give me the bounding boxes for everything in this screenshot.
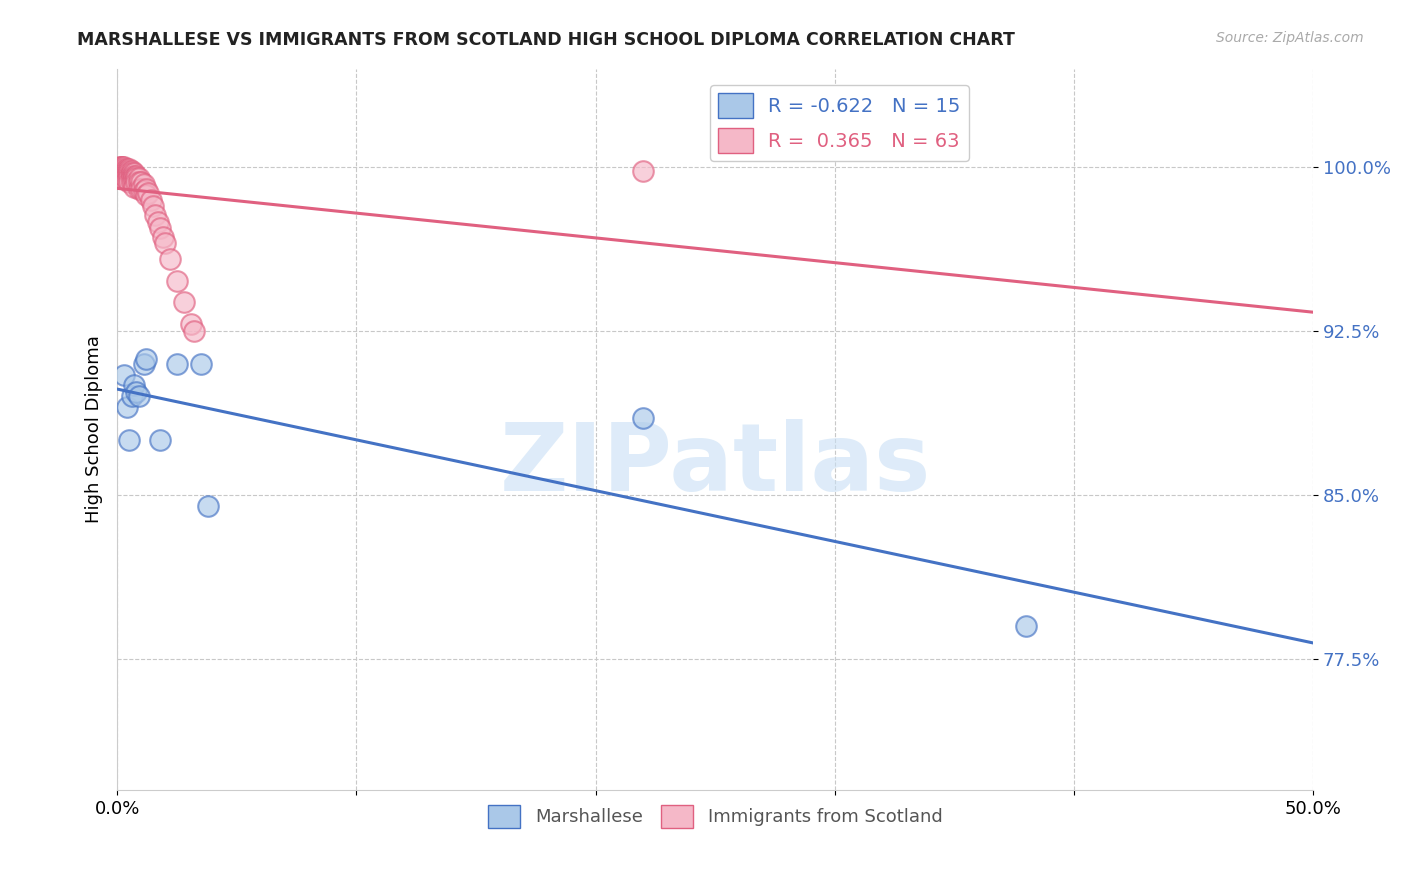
Point: [122, 170, 145, 185]
Point: [115, 169, 138, 183]
Point: [122, 175, 145, 189]
Point: [190, 357, 212, 371]
Point: [183, 324, 205, 338]
Text: ZIPatlas: ZIPatlas: [499, 419, 931, 511]
Point: [166, 357, 188, 371]
Point: [159, 252, 181, 266]
Text: Source: ZipAtlas.com: Source: ZipAtlas.com: [1216, 31, 1364, 45]
Point: [121, 166, 143, 180]
Point: [112, 368, 135, 382]
Point: [118, 175, 141, 189]
Point: [108, 160, 131, 174]
Point: [112, 162, 135, 177]
Point: [135, 352, 157, 367]
Point: [125, 175, 148, 189]
Point: [118, 170, 141, 185]
Point: [111, 164, 134, 178]
Point: [129, 182, 152, 196]
Point: [129, 175, 152, 189]
Point: [128, 389, 150, 403]
Point: [108, 169, 131, 183]
Point: [128, 170, 150, 185]
Point: [115, 162, 138, 177]
Point: [135, 182, 157, 196]
Point: [132, 184, 155, 198]
Point: [118, 169, 141, 183]
Point: [121, 169, 143, 183]
Point: [153, 236, 176, 251]
Point: [111, 166, 134, 180]
Point: [115, 164, 138, 178]
Point: [145, 208, 167, 222]
Point: [122, 378, 145, 392]
Point: [128, 175, 150, 189]
Point: [118, 433, 141, 447]
Point: [149, 433, 172, 447]
Point: [111, 160, 134, 174]
Y-axis label: High School Diploma: High School Diploma: [86, 335, 103, 523]
Point: [125, 169, 148, 183]
Point: [121, 175, 143, 189]
Text: MARSHALLESE VS IMMIGRANTS FROM SCOTLAND HIGH SCHOOL DIPLOMA CORRELATION CHART: MARSHALLESE VS IMMIGRANTS FROM SCOTLAND …: [77, 31, 1015, 49]
Point: [121, 389, 143, 403]
Point: [115, 173, 138, 187]
Point: [136, 186, 159, 201]
Point: [197, 499, 219, 513]
Point: [122, 179, 145, 194]
Point: [115, 401, 138, 415]
Point: [633, 164, 655, 178]
Point: [111, 162, 134, 177]
Point: [111, 170, 134, 185]
Point: [135, 188, 157, 202]
Point: [142, 199, 165, 213]
Point: [166, 274, 188, 288]
Point: [112, 160, 135, 174]
Point: [108, 162, 131, 177]
Point: [112, 164, 135, 178]
Point: [112, 169, 135, 183]
Legend: Marshallese, Immigrants from Scotland: Marshallese, Immigrants from Scotland: [481, 797, 949, 835]
Point: [125, 170, 148, 185]
Point: [108, 160, 131, 174]
Point: [118, 162, 141, 177]
Point: [173, 295, 195, 310]
Point: [121, 164, 143, 178]
Point: [122, 169, 145, 183]
Point: [125, 385, 148, 400]
Point: [139, 193, 162, 207]
Point: [128, 182, 150, 196]
Point: [115, 166, 138, 180]
Point: [118, 166, 141, 180]
Point: [149, 221, 172, 235]
Point: [1015, 619, 1038, 633]
Point: [122, 166, 145, 180]
Point: [121, 170, 143, 185]
Point: [111, 160, 134, 174]
Point: [146, 214, 169, 228]
Point: [633, 411, 655, 425]
Point: [152, 230, 174, 244]
Point: [180, 318, 202, 332]
Point: [132, 178, 155, 192]
Point: [108, 164, 131, 178]
Point: [112, 166, 135, 180]
Point: [118, 164, 141, 178]
Point: [132, 357, 155, 371]
